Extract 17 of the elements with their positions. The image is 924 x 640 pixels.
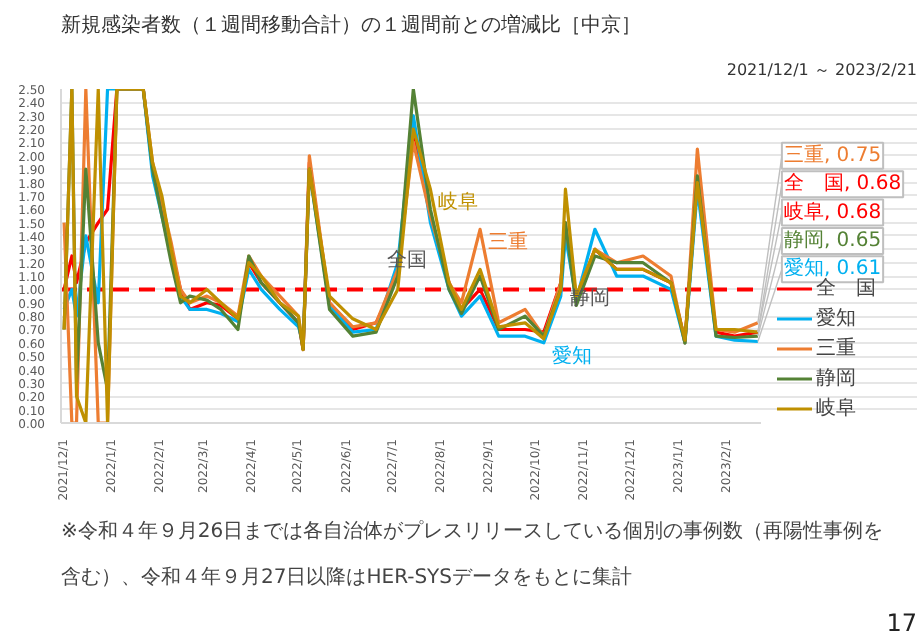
text: 2021/12/1 ～ 2023/2/21 xyxy=(726,61,917,79)
annotation: 愛知 xyxy=(551,343,592,368)
annotation: 岐阜 xyxy=(438,190,479,215)
legend-label: 三重 xyxy=(816,335,856,362)
annotation: 三重, 0.75 xyxy=(783,142,882,167)
annotation: 全 国, 0.68 xyxy=(783,171,902,196)
chart-title: 新規感染者数（１週間移動合計）の１週間前との増減比［中京］ xyxy=(61,13,641,37)
text: 17 xyxy=(886,609,918,637)
legend-label: 静岡 xyxy=(816,366,856,392)
annotation: 静岡, 0.65 xyxy=(783,227,882,252)
text: ※令和４年９月26日までは各自治体がプレスリリースしている個別の事例数（再陽性事例を含む）、令和４年９月27日以降はHER-SYSデータをもとに集計 xyxy=(61,521,884,589)
legend-label: 全 国 xyxy=(816,277,876,302)
annotation: 岐阜, 0.68 xyxy=(783,199,882,224)
annotation: 三重 xyxy=(488,230,529,255)
legend-label: 愛知 xyxy=(816,305,856,332)
legend-label: 岐阜 xyxy=(816,395,856,422)
annotation: 愛知, 0.61 xyxy=(783,256,882,281)
